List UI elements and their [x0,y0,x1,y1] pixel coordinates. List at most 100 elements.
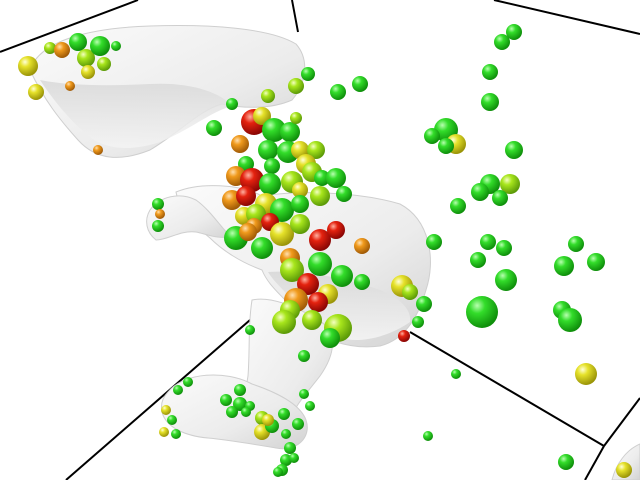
atom-sphere [481,93,499,111]
atom-sphere [97,57,111,71]
atom-sphere [558,454,574,470]
atom-sphere [18,56,38,76]
atom-sphere [245,325,255,335]
atom-sphere [568,236,584,252]
atom-sphere [505,141,523,159]
atom-sphere [402,284,418,300]
atom-sphere [450,198,466,214]
atom-sphere [171,429,181,439]
atom-sphere [554,256,574,276]
surface-shell-upper-inner [40,80,232,148]
atom-sphere [558,308,582,332]
atom-sphere [161,405,171,415]
atom-sphere [616,462,632,478]
atom-sphere [241,407,251,417]
atom-sphere [278,408,290,420]
atom-sphere [262,118,286,142]
box-edge [584,445,605,480]
atom-sphere [253,107,271,125]
atom-sphere [354,274,370,290]
atom-sphere [44,42,56,54]
atom-sphere [233,397,247,411]
atom-sphere [352,76,368,92]
atom-sphere [270,222,294,246]
atom-sphere [298,350,310,362]
atom-sphere [290,214,310,234]
atom-sphere [258,140,278,160]
atom-sphere [159,427,169,437]
atom-sphere [495,269,517,291]
box-edge [0,0,139,53]
atom-sphere [226,406,238,418]
atom-sphere [466,296,498,328]
atom-sphere [297,273,319,295]
atom-sphere [423,431,433,441]
atom-sphere [173,385,183,395]
box-edge [603,397,640,447]
atom-sphere [470,252,486,268]
atom-sphere [77,49,95,67]
atom-sphere [301,67,315,81]
atom-sphere [327,221,345,239]
atom-sphere [310,186,330,206]
atom-sphere [28,84,44,100]
atom-sphere [65,81,75,91]
atom-sphere [155,209,165,219]
atom-sphere [331,265,353,287]
atom-sphere [280,258,304,282]
atom-sphere [326,168,346,188]
atom-sphere [496,240,512,256]
atom-sphere [111,41,121,51]
atom-sphere [308,292,328,312]
atom-sphere [292,182,308,198]
atom-sphere [272,310,296,334]
atom-sphere [471,183,489,201]
atom-sphere [284,442,296,454]
atom-sphere [236,186,256,206]
atom-sphere [500,174,520,194]
atom-sphere [299,389,309,399]
atom-sphere [220,394,232,406]
atom-sphere [262,414,274,426]
atom-sphere [302,310,322,330]
atom-sphere [261,89,275,103]
box-edge [409,331,605,447]
atom-sphere [280,454,292,466]
atom-sphere [412,316,424,328]
atom-sphere [288,78,304,94]
box-edge [493,0,640,35]
atom-sphere [438,138,454,154]
atom-sphere [273,467,283,477]
atom-sphere [167,415,177,425]
atom-sphere [290,112,302,124]
atom-sphere [424,128,440,144]
atom-sphere [314,170,330,186]
atom-sphere [398,330,410,342]
atom-sphere [226,98,238,110]
atom-sphere [492,190,508,206]
atom-sphere [239,223,257,241]
atom-sphere [90,36,110,56]
atom-sphere [506,24,522,40]
atom-sphere [152,198,164,210]
atom-sphere [587,253,605,271]
atom-sphere [291,195,309,213]
atom-sphere [69,33,87,51]
atom-sphere [264,158,280,174]
atom-sphere [480,234,496,250]
box-edge [291,0,299,33]
atom-sphere [292,418,304,430]
atom-sphere [206,120,222,136]
atom-sphere [93,145,103,155]
atom-sphere [183,377,193,387]
atom-sphere [251,237,273,259]
atom-sphere [308,252,332,276]
atom-sphere [259,173,281,195]
atom-sphere [426,234,442,250]
atom-sphere [451,369,461,379]
atom-sphere [336,186,352,202]
atom-sphere [152,220,164,232]
atom-sphere [281,429,291,439]
